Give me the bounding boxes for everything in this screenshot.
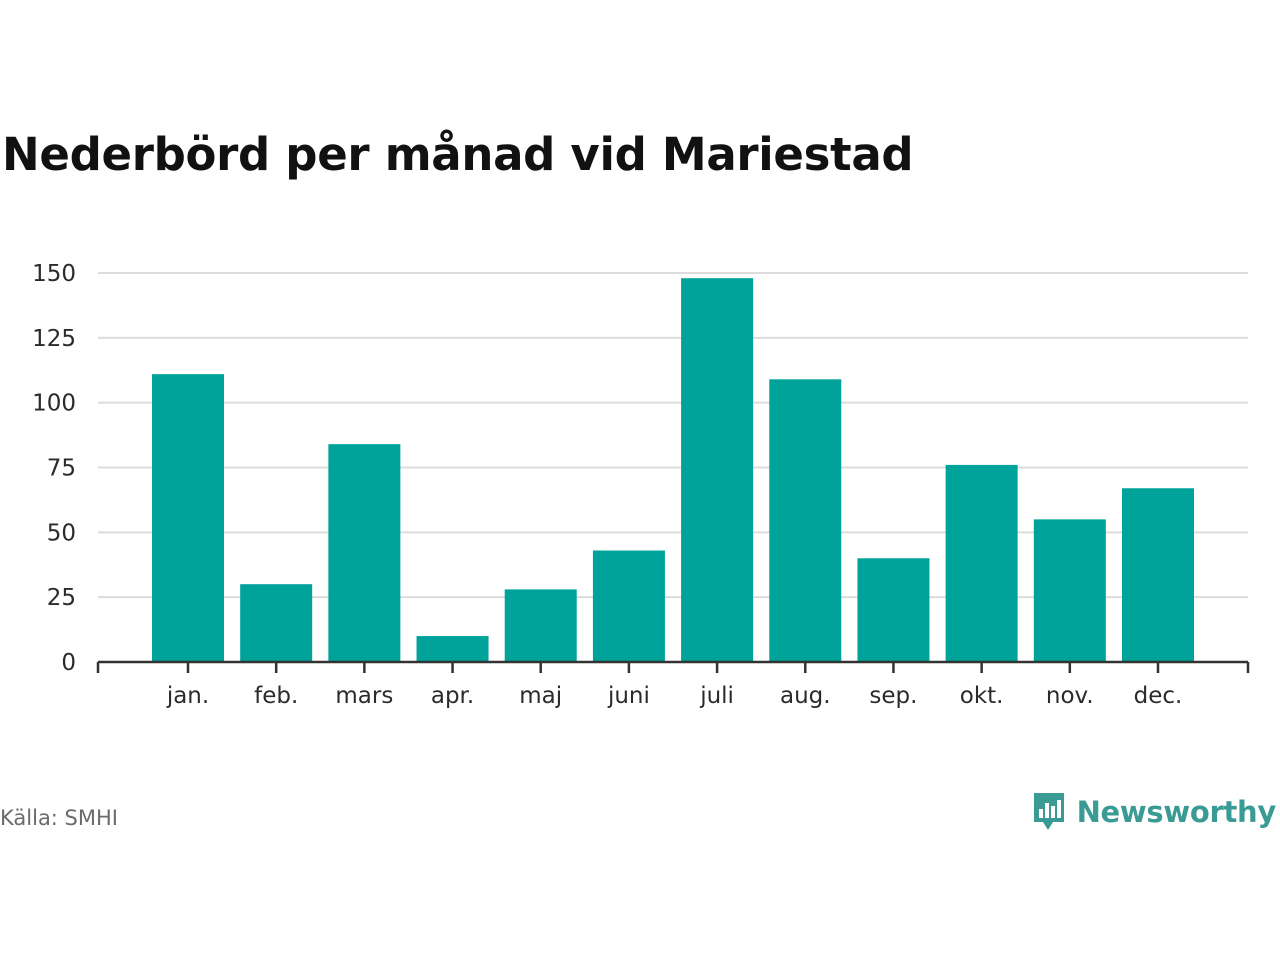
brand-name: Newsworthy [1076,795,1277,829]
bar-jan [152,374,224,662]
bar-juli [681,278,754,662]
bar-dec [1122,488,1194,662]
x-tick-label: sep. [869,683,917,709]
y-tick-label: 125 [32,326,76,352]
x-tick-label: okt. [960,683,1004,709]
x-axis [96,660,1250,673]
bar-aug [769,379,842,662]
y-tick-label: 150 [32,261,76,287]
x-tick-label: feb. [254,683,298,709]
x-tick-label: juni [607,683,650,709]
bars [152,278,1194,662]
x-tick-label: apr. [431,683,474,709]
chart-title: Nederbörd per månad vid Mariestad [2,128,914,181]
y-tick-label: 25 [47,585,76,611]
bar-okt [945,464,1018,662]
bar-chart: 0 25 50 75 100 125 150 jan. feb. mars apr. maj juni… [32,261,1250,709]
bar-maj [504,589,577,662]
x-tick-label: dec. [1134,683,1183,709]
bar-juni [592,550,665,662]
x-tick-label: jan. [166,683,209,709]
y-tick-label: 0 [61,650,76,676]
x-tick-label: aug. [780,683,831,709]
y-tick-label: 75 [47,456,76,482]
y-tick-label: 100 [32,391,76,417]
newsworthy-logo-icon [1033,793,1064,830]
bar-nov [1033,519,1106,662]
x-tick-label: mars [335,683,393,709]
y-tick-label: 50 [47,520,76,546]
y-tick-labels: 0 25 50 75 100 125 150 [32,261,76,676]
bar-sep [857,558,930,662]
bar-apr [416,636,489,662]
source-note: Källa: SMHI [0,806,118,830]
brand-logo: Newsworthy [1031,790,1276,834]
x-tick-labels: jan. feb. mars apr. maj juni juli aug. sep. okt. n… [166,683,1183,709]
x-tick-label: nov. [1046,683,1094,709]
x-tick-label: juli [699,683,734,709]
bar-mars [328,444,401,662]
bar-feb [240,584,313,662]
x-tick-label: maj [519,683,562,709]
